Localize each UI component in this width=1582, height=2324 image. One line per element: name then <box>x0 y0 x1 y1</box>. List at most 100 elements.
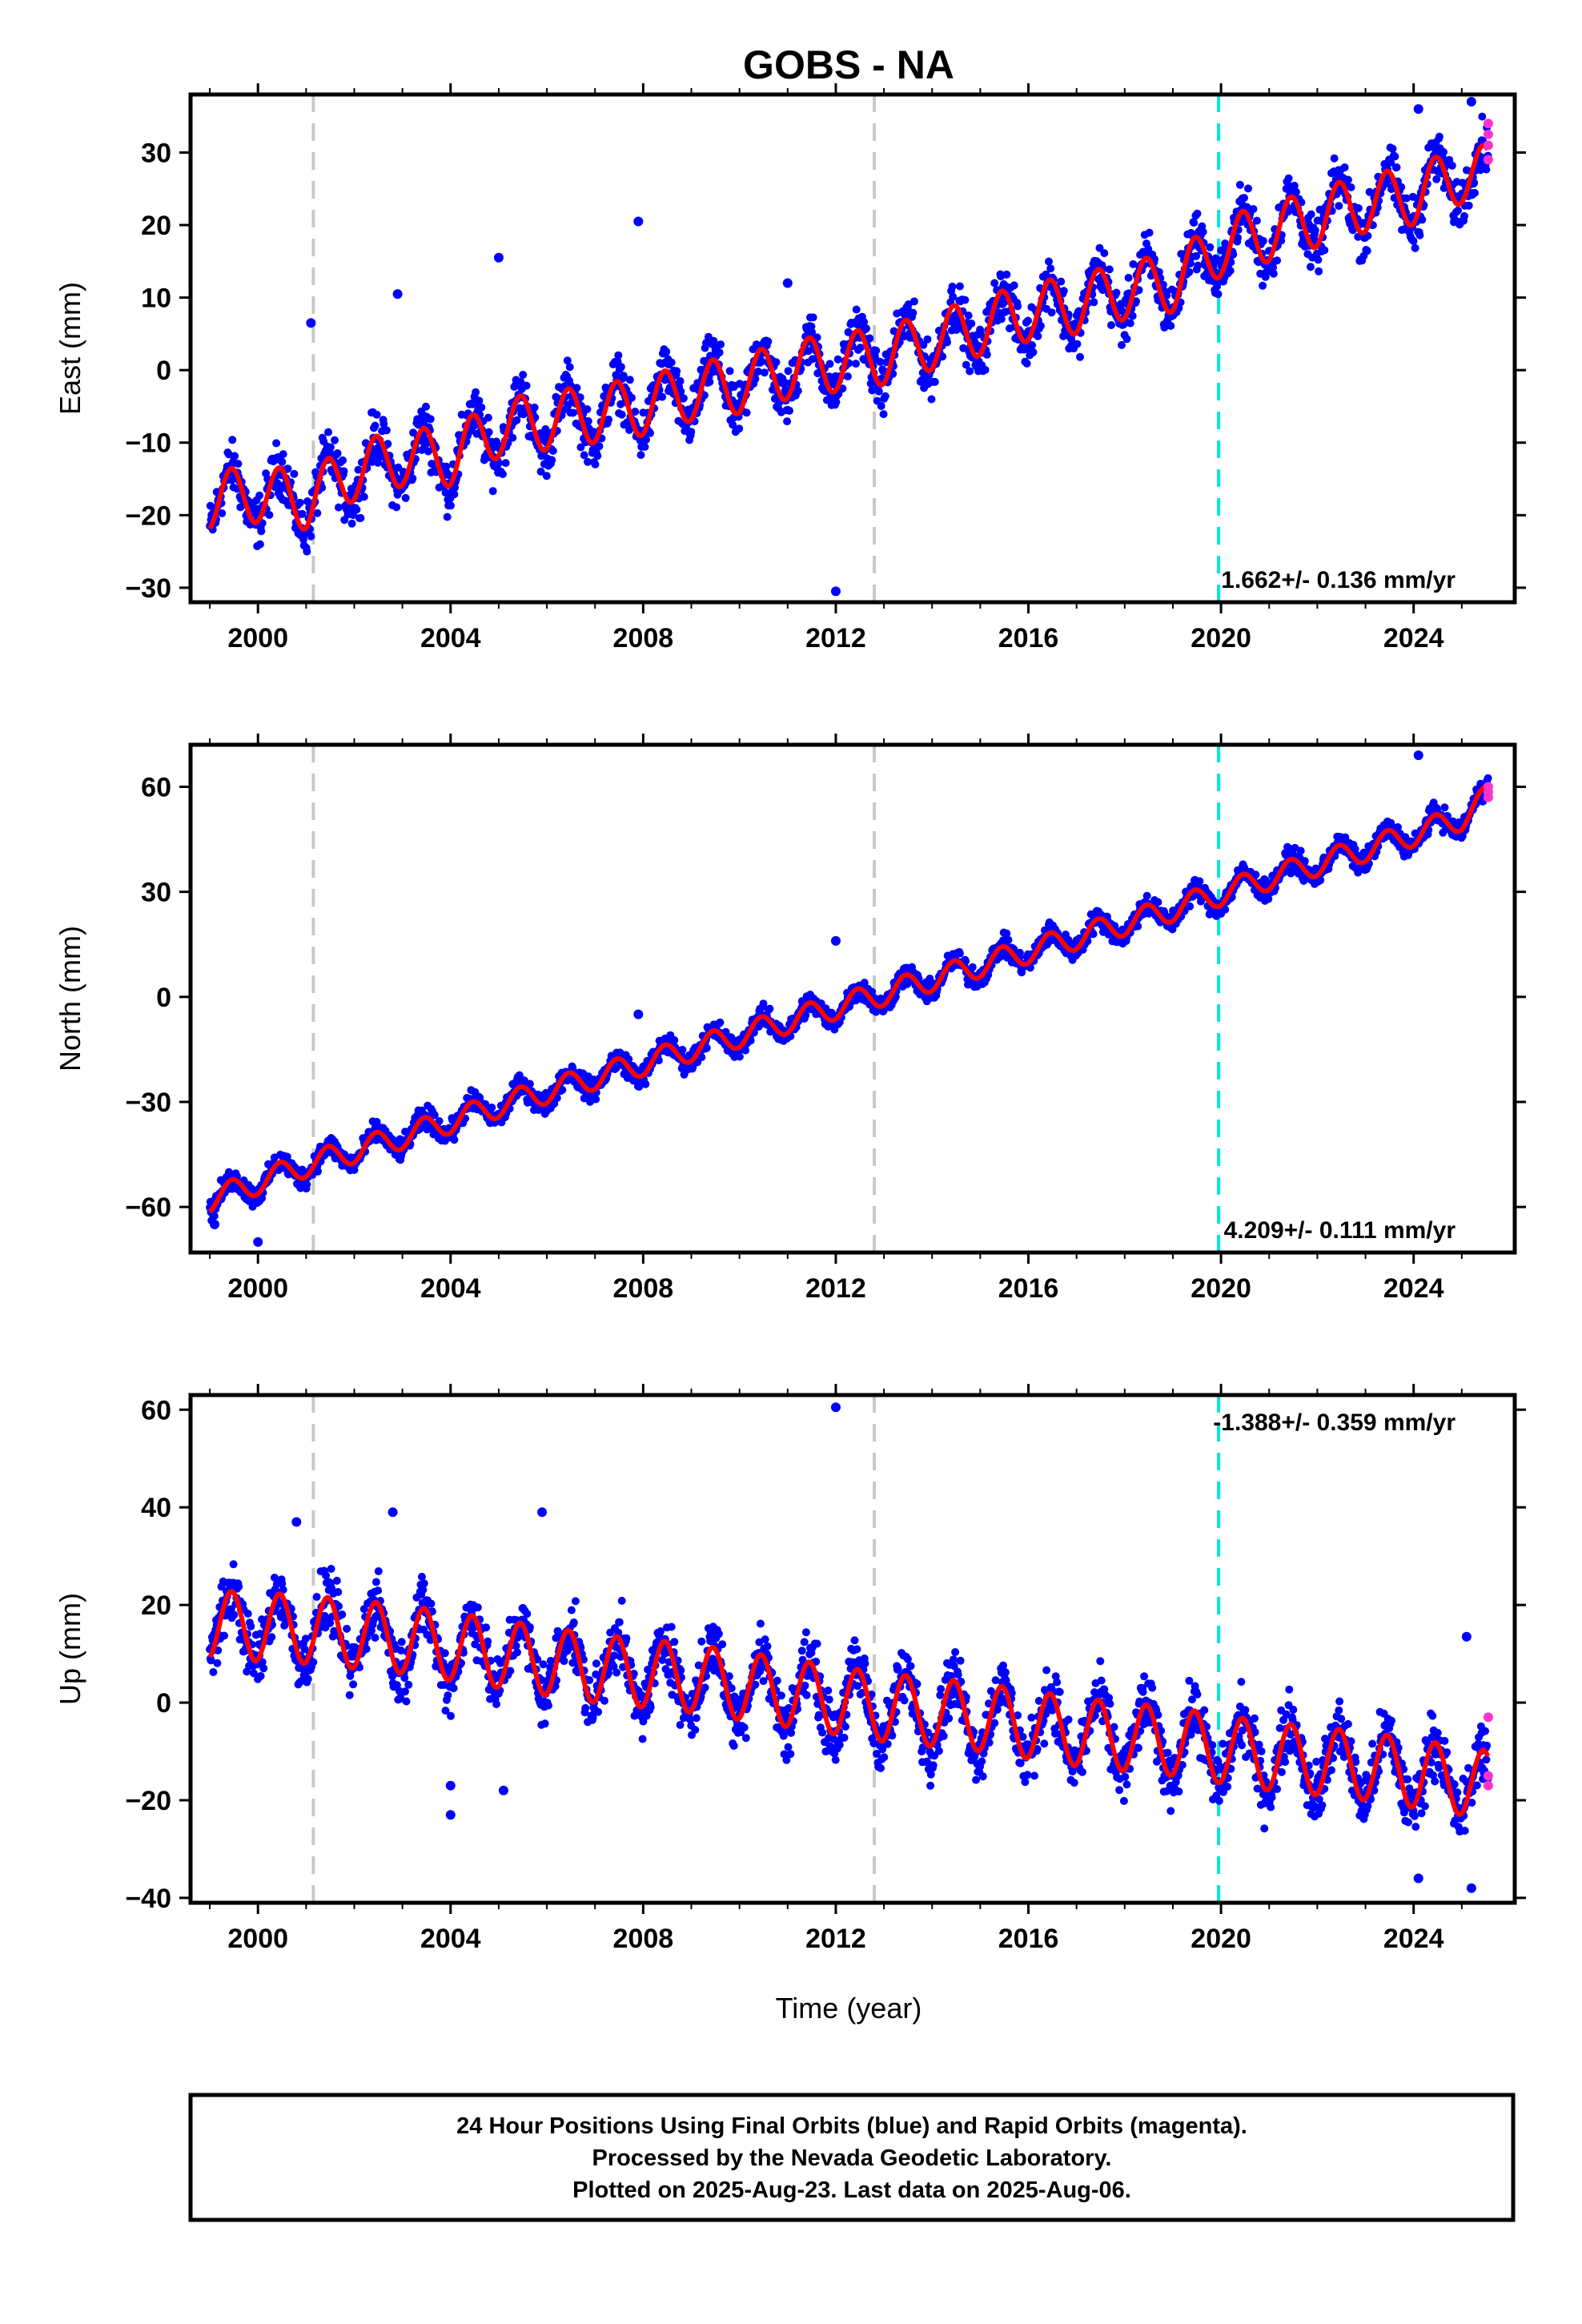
x-tick-label: 2016 <box>998 623 1059 653</box>
final-orbit-point <box>1002 929 1011 938</box>
y-tick-label: 30 <box>141 138 171 168</box>
final-orbit-point <box>1014 302 1022 311</box>
x-tick-label: 2024 <box>1383 1273 1444 1304</box>
final-orbit-point <box>1142 891 1151 900</box>
final-orbit-point <box>735 1052 744 1061</box>
final-orbit-point <box>1290 181 1299 190</box>
final-orbit-point <box>313 509 322 517</box>
final-orbit-point <box>619 372 628 380</box>
final-orbit-point <box>1440 803 1449 812</box>
final-orbit-point <box>641 1080 650 1088</box>
final-orbit-point <box>1195 877 1204 886</box>
final-orbit-point <box>1354 204 1363 212</box>
final-orbit-point <box>1144 244 1153 253</box>
final-orbit-point <box>374 458 383 467</box>
final-orbit-point <box>1166 321 1175 330</box>
final-orbit-point <box>228 436 237 444</box>
final-orbit-point <box>860 318 869 326</box>
final-orbit-point <box>1162 291 1171 300</box>
final-orbit-point <box>1307 210 1315 219</box>
final-orbit-point <box>804 347 813 356</box>
final-orbit-point <box>243 1610 252 1618</box>
final-orbit-point <box>1259 236 1267 245</box>
final-orbit-point <box>1076 352 1084 361</box>
final-orbit-point <box>877 402 885 410</box>
final-orbit-point <box>1315 267 1323 275</box>
final-orbit-point <box>372 1117 381 1126</box>
final-orbit-point <box>1024 316 1032 325</box>
final-orbit-point <box>335 503 343 512</box>
final-orbit-point <box>679 394 688 403</box>
final-orbit-point <box>1199 227 1207 236</box>
final-orbit-point <box>1234 233 1242 242</box>
final-orbit-point <box>512 416 521 424</box>
final-orbit-outlier <box>392 289 403 300</box>
final-orbit-point <box>955 282 964 291</box>
final-orbit-point <box>372 410 381 419</box>
final-orbit-point <box>339 467 348 476</box>
final-orbit-point <box>642 436 650 444</box>
final-orbit-outlier <box>633 216 644 227</box>
final-orbit-point <box>927 395 936 404</box>
final-orbit-point <box>852 360 860 368</box>
panel-plot-area <box>206 1395 1493 1903</box>
final-orbit-point <box>729 420 737 429</box>
final-orbit-point <box>964 312 973 320</box>
y-tick-label: 30 <box>141 878 171 908</box>
final-orbit-point <box>548 447 557 455</box>
final-orbit-point <box>881 392 889 400</box>
final-orbit-point <box>303 1675 312 1683</box>
final-orbit-point <box>943 338 951 347</box>
final-orbit-point <box>331 436 339 444</box>
final-orbit-point <box>843 372 852 380</box>
x-tick-label: 2020 <box>1191 623 1251 653</box>
final-orbit-point <box>303 547 311 556</box>
final-orbit-point <box>388 1672 397 1681</box>
final-orbit-point <box>1057 277 1066 286</box>
final-orbit-point <box>450 1136 459 1144</box>
final-orbit-point <box>314 1167 322 1176</box>
final-orbit-point <box>1252 216 1261 225</box>
final-orbit-point <box>326 443 335 452</box>
final-orbit-point <box>1045 257 1053 266</box>
final-orbit-point <box>442 462 451 471</box>
final-orbit-point <box>662 348 671 356</box>
final-orbit-point <box>1112 288 1121 297</box>
final-orbit-point <box>990 279 999 287</box>
model-fit-line <box>207 143 1490 533</box>
final-orbit-point <box>1100 249 1109 258</box>
final-orbit-point <box>477 403 486 412</box>
final-orbit-point <box>678 1045 687 1054</box>
final-orbit-point <box>705 377 714 386</box>
final-orbit-point <box>1221 239 1230 247</box>
final-orbit-point <box>962 360 970 369</box>
final-orbit-point <box>764 337 773 346</box>
final-orbit-point <box>625 376 634 384</box>
final-orbit-outlier <box>633 1009 644 1019</box>
final-orbit-point <box>349 1680 358 1689</box>
final-orbit-point <box>909 308 917 317</box>
final-orbit-point <box>488 1104 496 1112</box>
final-orbit-outlier <box>1466 97 1476 107</box>
final-orbit-point <box>371 421 379 430</box>
final-orbit-point <box>1186 259 1195 267</box>
final-orbit-point <box>879 410 888 419</box>
final-orbit-point <box>793 387 802 396</box>
x-tick-label: 2016 <box>998 1273 1059 1304</box>
final-orbit-point <box>569 408 577 417</box>
final-orbit-point <box>273 479 282 488</box>
final-orbit-point <box>1034 332 1042 340</box>
final-orbit-point <box>247 1622 255 1630</box>
y-axis-label: East (mm) <box>54 282 86 415</box>
final-orbit-point <box>646 428 654 437</box>
final-orbit-point <box>825 360 834 368</box>
x-tick-label: 2008 <box>613 623 674 653</box>
final-orbit-point <box>450 490 459 499</box>
final-orbit-point <box>860 979 869 987</box>
final-orbit-point <box>322 1571 331 1580</box>
final-orbit-point <box>257 527 266 536</box>
final-orbit-point <box>1240 194 1248 203</box>
final-orbit-point <box>1392 163 1401 171</box>
final-orbit-point <box>1363 247 1371 255</box>
y-tick-label: −30 <box>125 573 171 604</box>
